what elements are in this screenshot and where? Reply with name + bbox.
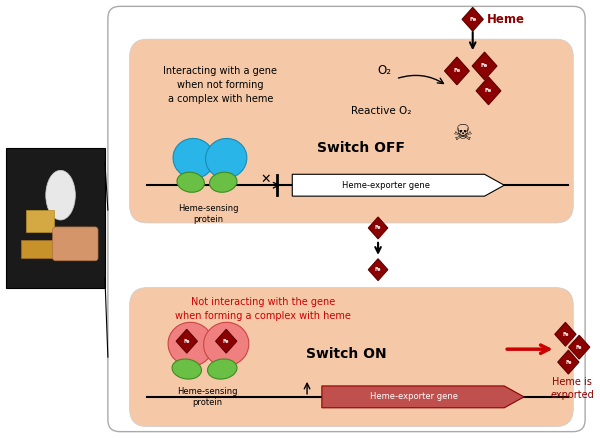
- FancyBboxPatch shape: [130, 288, 573, 427]
- FancyBboxPatch shape: [108, 7, 585, 431]
- Ellipse shape: [63, 230, 88, 250]
- Polygon shape: [368, 259, 388, 281]
- Text: ☠: ☠: [453, 124, 473, 144]
- Text: Reactive O₂: Reactive O₂: [351, 106, 411, 116]
- FancyBboxPatch shape: [7, 148, 105, 288]
- Text: Fe: Fe: [375, 226, 382, 230]
- Ellipse shape: [203, 322, 249, 366]
- Text: Heme is
exported: Heme is exported: [550, 377, 594, 400]
- Text: Switch ON: Switch ON: [306, 347, 387, 361]
- Ellipse shape: [209, 172, 237, 192]
- Polygon shape: [476, 77, 501, 105]
- Text: Interacting with a gene
when not forming
a complex with heme: Interacting with a gene when not forming…: [163, 66, 277, 104]
- Polygon shape: [462, 7, 484, 31]
- FancyBboxPatch shape: [53, 227, 98, 261]
- Text: Heme-sensing
protein: Heme-sensing protein: [178, 204, 239, 224]
- Ellipse shape: [206, 138, 247, 178]
- FancyBboxPatch shape: [130, 39, 573, 223]
- Polygon shape: [569, 335, 590, 359]
- Text: Fe: Fe: [485, 88, 492, 93]
- Text: Not interacting with the gene
when forming a complex with heme: Not interacting with the gene when formi…: [175, 297, 350, 321]
- Polygon shape: [445, 57, 469, 85]
- Text: Fe: Fe: [375, 267, 382, 272]
- Ellipse shape: [208, 359, 237, 379]
- Text: O₂: O₂: [377, 64, 391, 78]
- Text: Fe: Fe: [469, 17, 476, 22]
- Polygon shape: [558, 350, 579, 374]
- Polygon shape: [555, 322, 576, 346]
- Text: Heme-exporter gene: Heme-exporter gene: [370, 392, 458, 401]
- Text: Fe: Fe: [576, 345, 583, 350]
- Ellipse shape: [177, 172, 205, 192]
- Ellipse shape: [173, 138, 214, 178]
- Text: Fe: Fe: [565, 360, 572, 364]
- Polygon shape: [472, 52, 497, 80]
- Ellipse shape: [46, 170, 76, 220]
- Bar: [21, 240, 61, 258]
- Text: Heme-exporter gene: Heme-exporter gene: [342, 181, 430, 190]
- Polygon shape: [368, 217, 388, 239]
- FancyArrow shape: [322, 386, 524, 408]
- Text: Switch OFF: Switch OFF: [317, 141, 405, 155]
- Bar: [26, 210, 53, 232]
- Text: Heme: Heme: [487, 13, 524, 26]
- Text: Fe: Fe: [481, 64, 488, 68]
- Text: Fe: Fe: [184, 339, 190, 344]
- Polygon shape: [176, 329, 197, 353]
- Text: ✕: ✕: [260, 173, 271, 186]
- FancyArrow shape: [292, 174, 504, 196]
- Ellipse shape: [168, 322, 214, 366]
- Text: Fe: Fe: [223, 339, 229, 344]
- Polygon shape: [215, 329, 237, 353]
- Text: Fe: Fe: [562, 332, 569, 337]
- Text: Fe: Fe: [454, 68, 461, 74]
- Ellipse shape: [172, 359, 202, 379]
- Text: Heme-sensing
protein: Heme-sensing protein: [177, 387, 238, 407]
